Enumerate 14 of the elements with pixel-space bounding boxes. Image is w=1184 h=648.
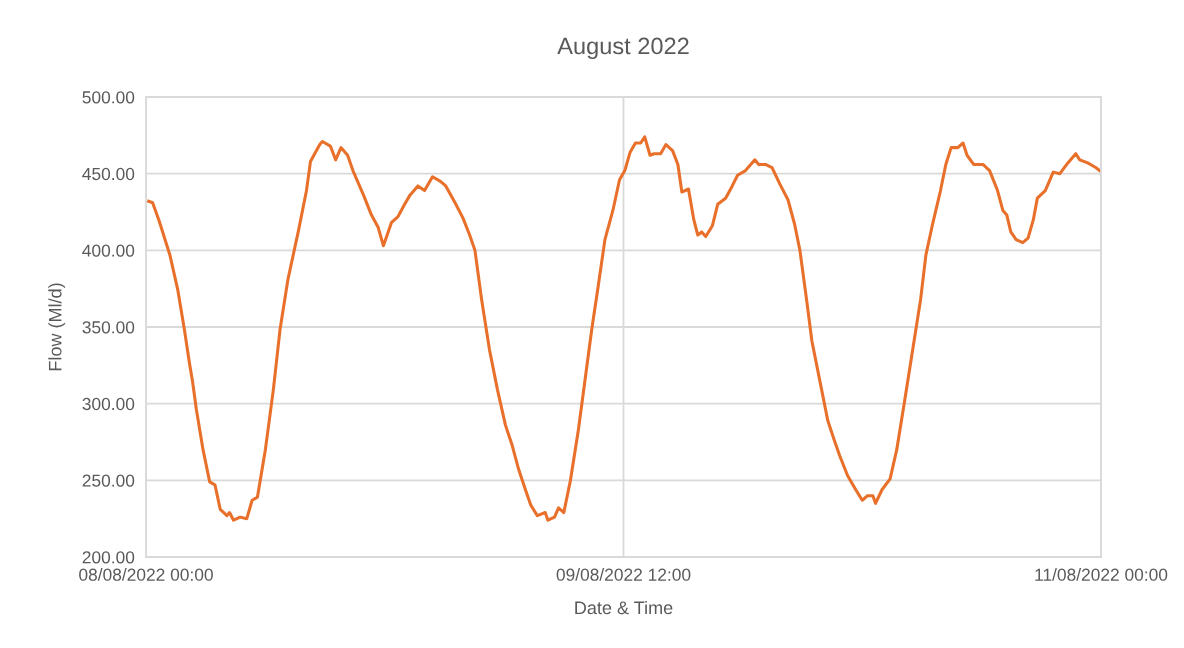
y-tick-label: 500.00 — [82, 91, 135, 104]
x-tick-label: 09/08/2022 12:00 — [556, 568, 691, 581]
y-axis-title: Flow (Ml/d) — [48, 283, 66, 371]
chart-title: August 2022 — [557, 37, 689, 59]
y-tick-label: 400.00 — [82, 244, 135, 257]
line-series — [147, 135, 1101, 522]
x-tick-label: 11/08/2022 00:00 — [1035, 568, 1168, 581]
y-tick-label: 200.00 — [82, 551, 135, 564]
y-tick-label: 300.00 — [82, 397, 135, 411]
y-tick-label: 450.00 — [82, 167, 135, 181]
x-axis-title: Date & Time — [575, 600, 673, 615]
y-tick-label: 250.00 — [82, 474, 135, 487]
y-tick-label: 350.00 — [82, 321, 135, 334]
x-tick-label: 08/08/2022 00:00 — [79, 568, 213, 581]
